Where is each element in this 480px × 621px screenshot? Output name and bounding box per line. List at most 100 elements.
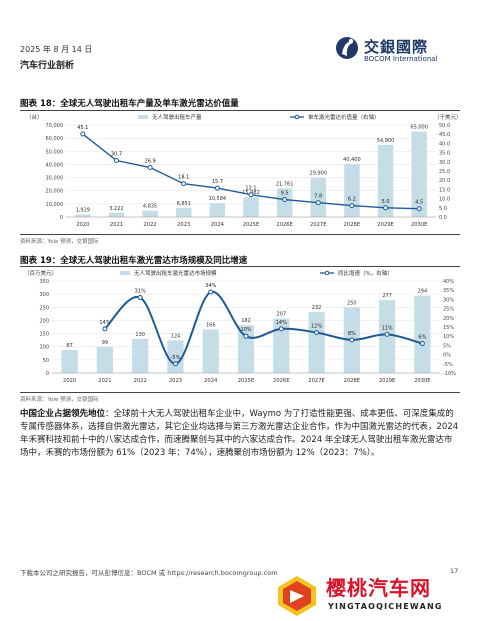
x-tick-label: 2026E bbox=[273, 378, 289, 384]
y-right-tick: 0.0 bbox=[439, 215, 447, 221]
y-left-tick: 30,000 bbox=[46, 176, 64, 182]
line-point bbox=[137, 295, 143, 301]
x-tick-label: 2023 bbox=[177, 222, 190, 228]
figure-19-title: 图表 19：全球无人驾驶出租车激光雷达市场规模及同比增速 bbox=[20, 256, 248, 266]
y-right-tick: 35% bbox=[443, 288, 454, 294]
y-left-tick: 350 bbox=[39, 279, 49, 285]
body-paragraph: 中国企业占据领先地位：全球前十大无人驾驶出租车企业中，Waymo 为了打造性能更… bbox=[20, 408, 460, 460]
legend-bar-swatch bbox=[138, 115, 148, 119]
x-tick-label: 2027E bbox=[308, 378, 324, 384]
line-value-label: 15.7 bbox=[212, 179, 223, 185]
bar-value-label: 21,761 bbox=[276, 181, 294, 187]
bar-value-label: 1,929 bbox=[76, 207, 90, 213]
y-left-tick: 300 bbox=[39, 292, 49, 298]
y-right-tick: 25% bbox=[443, 307, 454, 313]
figure-18-title: 图表 18：全球无人驾驶出租车产量及单车激光雷达价值量 bbox=[20, 99, 239, 109]
y-left-tick: 50,000 bbox=[46, 149, 64, 155]
line-value-label: 26.9 bbox=[145, 159, 156, 165]
line-point bbox=[172, 361, 178, 367]
bar bbox=[202, 329, 219, 373]
bar-value-label: 4,835 bbox=[143, 204, 157, 210]
line-point bbox=[315, 200, 321, 206]
line-value-label: 6% bbox=[418, 335, 426, 341]
x-tick-label: 2030E bbox=[411, 222, 427, 228]
line-point bbox=[214, 185, 220, 191]
bar-value-label: 6,851 bbox=[177, 201, 191, 207]
line-point bbox=[102, 326, 108, 332]
line-value-label: 18.1 bbox=[178, 175, 189, 181]
watermark: 樱桃汽车网 YINGTAOQICHEWANG bbox=[270, 572, 470, 620]
y-left-tick: 40,000 bbox=[46, 162, 64, 168]
y-right-tick: 0% bbox=[443, 353, 451, 359]
bar-value-label: 3,222 bbox=[109, 206, 123, 212]
x-tick-label: 2021 bbox=[98, 378, 111, 384]
bar-value-label: 99 bbox=[102, 340, 108, 346]
line-value-label: 14% bbox=[99, 320, 110, 326]
bar bbox=[377, 144, 394, 217]
bar-value-label: 250 bbox=[347, 300, 357, 306]
line-value-label: 6.2 bbox=[348, 197, 356, 203]
figure-18-top-rule bbox=[20, 110, 460, 111]
figure-19-source: 资料来源：Yole 预测，交银国际 bbox=[20, 397, 99, 403]
x-tick-label: 2025E bbox=[238, 378, 254, 384]
x-tick-label: 2027E bbox=[310, 222, 326, 228]
y-left-tick: 50 bbox=[43, 358, 49, 364]
line-point bbox=[349, 337, 355, 343]
y-right-tick: 5.0 bbox=[439, 206, 447, 212]
bar bbox=[209, 203, 226, 217]
bocom-logo-icon bbox=[336, 37, 358, 59]
y-right-tick: 10.0 bbox=[439, 197, 450, 203]
line-value-label: 31% bbox=[135, 289, 146, 295]
figure-18-bottom-rule bbox=[20, 234, 460, 235]
report-subtitle: 汽车行业剖析 bbox=[20, 61, 75, 71]
legend-bar-label: 无人驾驶出租车产量 bbox=[152, 113, 202, 121]
x-tick-label: 2028E bbox=[344, 378, 360, 384]
x-tick-label: 2020 bbox=[63, 378, 76, 384]
x-tick-label: 2029E bbox=[379, 378, 395, 384]
line-point bbox=[208, 289, 214, 295]
bar bbox=[276, 188, 293, 217]
bar bbox=[142, 210, 158, 217]
x-tick-label: 2029E bbox=[377, 222, 393, 228]
legend-bar-swatch bbox=[120, 271, 130, 275]
watermark-english: YINGTAOQICHEWANG bbox=[328, 602, 443, 611]
bar-value-label: 182 bbox=[241, 318, 251, 324]
line-value-label: -5% bbox=[171, 355, 181, 361]
y-right-tick: 50.0 bbox=[439, 123, 450, 129]
y-right-tick: 20% bbox=[443, 316, 454, 322]
line-value-label: 7.8 bbox=[314, 194, 322, 200]
bar bbox=[167, 340, 184, 373]
x-tick-label: 2030E bbox=[414, 378, 430, 384]
bar bbox=[96, 346, 114, 373]
y-left-unit: （台） bbox=[26, 113, 43, 121]
line-point bbox=[147, 165, 153, 171]
bar bbox=[411, 131, 427, 217]
x-tick-label: 2022 bbox=[143, 222, 156, 228]
y-left-tick: 20,000 bbox=[46, 189, 64, 195]
figure-18-source: 资料来源：Yole 预测，交银国际 bbox=[20, 239, 99, 245]
y-right-tick: 40% bbox=[443, 279, 454, 285]
bar-value-label: 166 bbox=[206, 322, 216, 328]
line-point bbox=[181, 181, 187, 187]
line-point bbox=[248, 192, 254, 198]
body-lead: 中国企业占据领先地位 bbox=[20, 409, 106, 419]
line-value-label: 34% bbox=[205, 283, 216, 289]
figure-19-bottom-rule bbox=[20, 392, 460, 393]
y-left-tick: 70,000 bbox=[46, 123, 64, 129]
line-point bbox=[113, 158, 119, 164]
logo-english-name: BOCOM International bbox=[364, 55, 438, 63]
bar bbox=[310, 177, 327, 217]
y-right-tick: 5% bbox=[443, 343, 451, 349]
bar-value-label: 124 bbox=[171, 333, 181, 339]
bar-value-label: 10,584 bbox=[209, 196, 227, 202]
logo-chinese-name: 交銀國際 bbox=[364, 38, 429, 56]
x-tick-label: 2025E bbox=[243, 222, 259, 228]
bar-value-label: 40,400 bbox=[343, 157, 361, 163]
line-value-label: 45.1 bbox=[77, 125, 88, 131]
watermark-logo-icon bbox=[278, 576, 316, 616]
line-point bbox=[278, 326, 284, 332]
bar-value-label: 130 bbox=[135, 332, 145, 338]
legend-line-marker bbox=[294, 114, 300, 120]
watermark-chinese: 樱桃汽车网 bbox=[326, 576, 431, 600]
bar bbox=[132, 338, 149, 373]
